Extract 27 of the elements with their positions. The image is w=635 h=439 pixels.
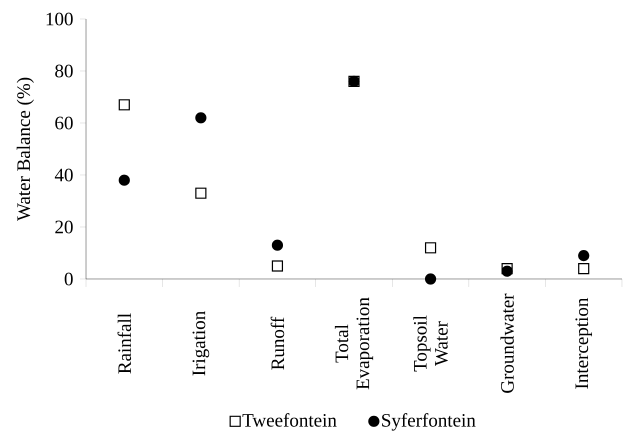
point <box>272 260 284 272</box>
legend-label: Syferfontein <box>382 413 476 431</box>
y-tick-label: 100 <box>46 12 73 26</box>
y-tick-label: 0 <box>64 272 73 286</box>
legend-label: Tweefontein <box>242 413 337 427</box>
point <box>424 242 436 254</box>
x-tick-label: Irigation <box>192 311 210 376</box>
x-tick-label: Interception <box>575 298 592 389</box>
y-tick-label: 40 <box>54 168 73 182</box>
point <box>424 273 436 285</box>
x-tick-label: Total Evaporation <box>334 297 374 390</box>
point <box>578 250 590 262</box>
point <box>578 262 590 274</box>
point <box>195 188 206 199</box>
x-tick-label: Rainfall <box>118 313 132 374</box>
y-tick-label: 20 <box>55 220 73 234</box>
y-tick-label: 80 <box>55 64 73 78</box>
x-tick-label: Topsoil Water <box>413 316 448 372</box>
point <box>272 240 284 251</box>
point <box>118 174 130 186</box>
x-tick-label: Groundwater <box>500 294 514 393</box>
point <box>502 266 513 277</box>
y-tick-label: 60 <box>55 116 73 130</box>
point <box>118 99 130 110</box>
y-axis-title: Water Balance (%) <box>16 78 34 221</box>
x-tick-label: Runoff <box>270 316 284 370</box>
point <box>195 112 206 124</box>
